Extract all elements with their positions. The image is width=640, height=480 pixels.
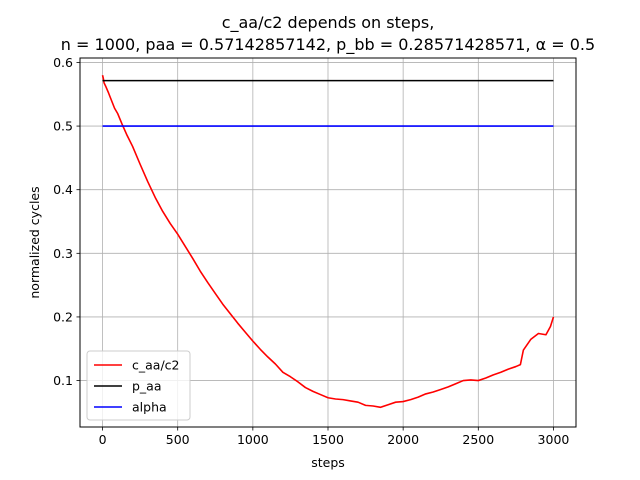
x-tick-label: 500 <box>166 432 190 447</box>
axis-ticks: 0 500 1000 1500 2000 2500 3000 0.1 0.2 0.3 0.4 0.5 0… <box>53 55 569 447</box>
series-lines <box>101 74 555 409</box>
x-tick-label: 1500 <box>312 432 344 447</box>
legend-label-p-aa: p_aa <box>132 379 162 394</box>
series-line-c-aa-c2 <box>101 74 555 409</box>
y-tick-label: 0.4 <box>53 182 73 197</box>
x-axis-label: steps <box>311 455 345 470</box>
y-tick-label: 0.2 <box>53 309 73 324</box>
legend: c_aa/c2 p_aa alpha <box>86 350 191 421</box>
x-tick-label: 3000 <box>538 432 570 447</box>
x-tick-label: 0 <box>99 432 107 447</box>
y-tick-label: 0.1 <box>53 373 73 388</box>
legend-box <box>86 350 191 421</box>
legend-label-alpha: alpha <box>132 400 167 415</box>
legend-label-c-aa-c2: c_aa/c2 <box>132 358 179 373</box>
x-tick-label: 2000 <box>387 432 419 447</box>
chart-title: c_aa/c2 depends on steps, <box>222 13 435 33</box>
x-tick-label: 2500 <box>462 432 494 447</box>
y-tick-label: 0.6 <box>53 55 73 70</box>
y-axis-label: normalized cycles <box>27 186 42 298</box>
x-tick-label: 1000 <box>237 432 269 447</box>
chart-subtitle: n = 1000, paa = 0.57142857142, p_bb = 0.… <box>61 35 595 55</box>
y-tick-label: 0.3 <box>53 246 73 261</box>
y-tick-label: 0.5 <box>53 119 73 134</box>
